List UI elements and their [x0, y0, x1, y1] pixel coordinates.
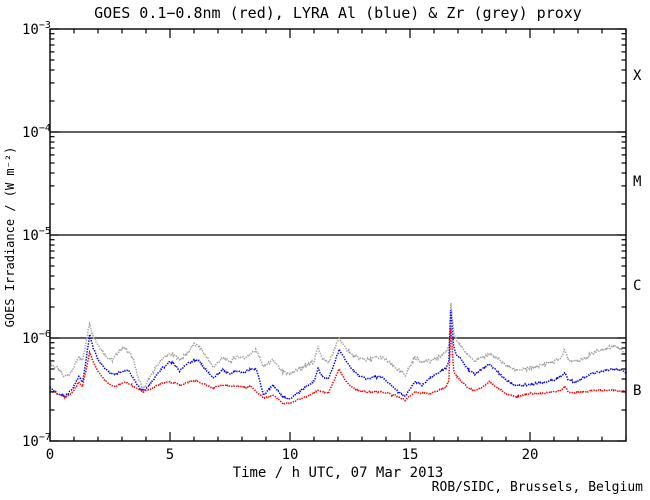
x-tick-labels: 0 5 10 15 20	[46, 447, 539, 463]
y-tick-label: 10−4	[22, 123, 51, 141]
flare-class-c-label: C	[633, 278, 641, 294]
y-tick-label: 10−7	[22, 432, 51, 450]
series-lyra-zr-proxy	[49, 302, 627, 391]
y-tick-label: 10−6	[22, 329, 51, 347]
y-axis-label: GOES Irradiance / (W m⁻²)	[3, 147, 17, 328]
credit-text: ROB/SIDC, Brussels, Belgium	[432, 480, 643, 495]
y-tick-label: 10−3	[22, 20, 51, 38]
x-axis-label: Time / h UTC, 07 Mar 2013	[233, 465, 444, 481]
x-tick-label: 0	[46, 447, 54, 463]
series-goes-0-1-0-8nm	[49, 327, 627, 406]
x-tick-label: 10	[282, 447, 299, 463]
y-tick-label: 10−5	[22, 226, 51, 244]
data-series-group	[49, 302, 627, 406]
flare-class-m-label: M	[633, 174, 641, 190]
series-lyra-al-proxy	[49, 309, 627, 400]
flare-class-b-label: B	[633, 383, 641, 399]
flare-class-x-label: X	[633, 68, 642, 84]
flare-threshold-lines	[50, 131, 626, 339]
x-tick-label: 5	[166, 447, 174, 463]
x-tick-label: 15	[402, 447, 419, 463]
x-tick-label: 20	[522, 447, 539, 463]
axis-ticks	[49, 28, 627, 442]
chart-title: GOES 0.1−0.8nm (red), LYRA Al (blue) & Z…	[94, 4, 582, 22]
y-tick-labels: 10−3 10−4 10−5 10−6 10−7	[22, 20, 51, 450]
